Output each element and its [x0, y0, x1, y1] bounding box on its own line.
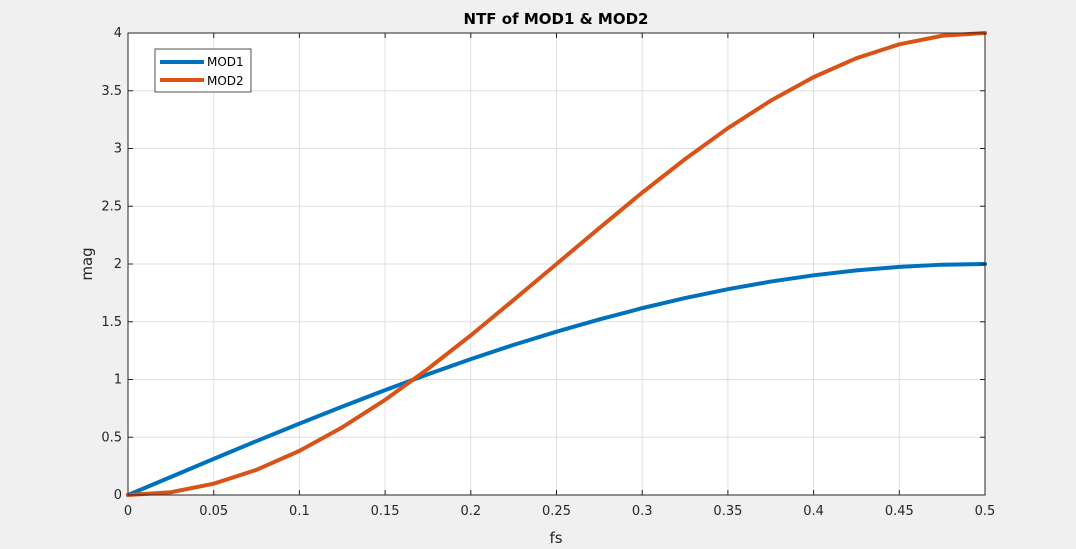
series-layer	[126, 31, 987, 497]
x-tick-label: 0.3	[632, 504, 653, 519]
series-line-mod1	[126, 262, 987, 497]
y-tick-label: 0.5	[101, 430, 122, 445]
x-tick-label: 0.4	[803, 504, 824, 519]
x-tick-label: 0.5	[975, 504, 996, 519]
chart-title: NTF of MOD1 & MOD2	[464, 10, 649, 28]
y-tick-label: 3.5	[101, 84, 122, 99]
x-tick-label: 0.25	[542, 504, 571, 519]
y-tick-label: 3	[114, 142, 122, 157]
y-tick-label: 2.5	[101, 199, 122, 214]
legend[interactable]: MOD1 MOD2	[154, 48, 252, 93]
legend-label-mod1: MOD1	[207, 55, 244, 69]
y-tick-label: 1	[114, 373, 122, 388]
x-tick-label: 0.35	[713, 504, 742, 519]
x-tick-label: 0.2	[460, 504, 481, 519]
legend-box	[154, 48, 252, 93]
y-axis-label: mag	[78, 247, 96, 280]
x-tick-label: 0.15	[371, 504, 400, 519]
y-tick-label: 4	[114, 26, 122, 41]
y-tick-label: 1.5	[101, 315, 122, 330]
axis-ticks	[127, 32, 986, 496]
x-axis-label: fs	[549, 529, 562, 547]
x-tick-label: 0.45	[885, 504, 914, 519]
y-tick-label: 2	[114, 257, 122, 272]
x-tick-label: 0.05	[199, 504, 228, 519]
x-tick-label: 0.1	[289, 504, 310, 519]
tick-labels: 0 0.05 0.1 0.15 0.2 0.25 0.3 0.35 0.4 0.45 0.5 0 0.5…	[101, 26, 995, 519]
x-tick-label: 0	[124, 504, 132, 519]
y-tick-label: 0	[114, 488, 122, 503]
series-line-mod2	[126, 31, 987, 497]
legend-label-mod2: MOD2	[207, 74, 244, 88]
